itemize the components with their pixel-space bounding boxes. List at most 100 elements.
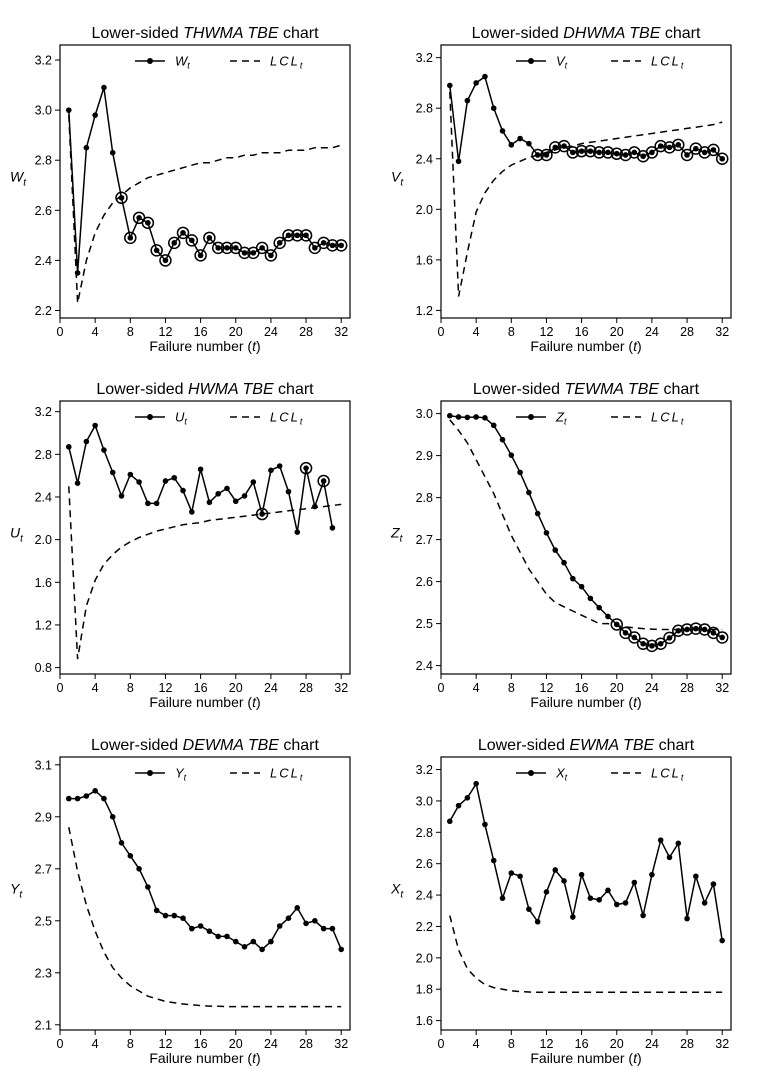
x-tick-label: 4 <box>473 1037 480 1051</box>
data-point <box>197 466 204 473</box>
data-point <box>666 144 673 151</box>
series-line <box>449 781 723 941</box>
data-point <box>657 640 664 647</box>
data-point <box>649 871 655 878</box>
x-axis-label-text: Failure number ( <box>149 338 252 354</box>
data-point <box>455 802 462 809</box>
legend-label-sub: t <box>187 61 190 71</box>
data-point <box>224 485 230 492</box>
data-point <box>232 498 239 505</box>
legend-label-lcl: LCLt <box>270 410 303 427</box>
data-point <box>482 73 488 80</box>
data-point <box>74 480 81 486</box>
legend-label-main: Z <box>555 410 565 425</box>
signal-marker <box>291 229 304 242</box>
signal-marker <box>592 146 606 159</box>
data-point <box>92 112 98 118</box>
x-tick-label: 8 <box>508 1037 515 1051</box>
signal-marker <box>185 234 199 247</box>
x-tick-label: 0 <box>57 1037 64 1051</box>
data-point <box>543 152 550 158</box>
data-point <box>215 245 221 251</box>
data-point <box>285 232 292 239</box>
y-tick-label: 3.1 <box>35 758 52 772</box>
x-tick-label: 32 <box>334 1037 348 1051</box>
y-tick-label: 2.8 <box>416 491 433 505</box>
chart-title: Lower-sided DHWMA TBE chart <box>472 25 701 42</box>
data-point <box>587 595 594 602</box>
data-point <box>276 923 283 929</box>
x-tick-label: 16 <box>575 325 589 339</box>
signal-marker <box>715 152 729 165</box>
data-point <box>303 920 309 927</box>
x-tick-label: 28 <box>680 681 694 695</box>
y-axis-label: Wt <box>10 169 27 189</box>
data-point <box>250 479 257 485</box>
signal-marker <box>715 631 729 644</box>
data-point <box>180 915 186 921</box>
y-tick-label: 2.7 <box>416 533 433 547</box>
data-point <box>446 818 453 825</box>
data-point <box>127 853 134 859</box>
y-axis-label-sub: t <box>400 178 404 189</box>
x-axis-label-text: ) <box>637 694 642 710</box>
x-axis-label: Failure number (t) <box>530 694 641 710</box>
data-point <box>329 242 336 249</box>
data-point <box>684 626 690 633</box>
x-tick-label: 20 <box>229 325 243 339</box>
x-tick-label: 28 <box>680 325 694 339</box>
data-point <box>490 105 497 111</box>
x-axis-label-text: ) <box>256 694 261 710</box>
data-point <box>508 142 515 148</box>
data-point <box>693 145 699 152</box>
chart-title: Lower-sided EWMA TBE chart <box>478 737 695 754</box>
data-point <box>455 158 462 165</box>
data-point <box>241 944 248 950</box>
data-point <box>145 220 151 226</box>
data-point <box>561 559 567 566</box>
x-tick-label: 4 <box>473 325 480 339</box>
data-point <box>570 149 576 156</box>
title-chart-name: DEWMA TBE <box>183 737 280 754</box>
data-point <box>552 867 559 873</box>
legend-dot-series <box>528 770 534 776</box>
x-axis-label: Failure number (t) <box>530 1050 641 1066</box>
series-line <box>68 423 334 533</box>
signal-marker <box>282 229 295 242</box>
plot-frame <box>440 400 732 675</box>
data-point <box>649 643 655 649</box>
signal-marker <box>124 231 137 245</box>
signal-marker <box>540 148 553 162</box>
legend-label-lcl: LCLt <box>270 766 303 783</box>
plot-frame <box>59 44 351 319</box>
data-point <box>543 889 550 895</box>
legend-label-main: X <box>555 766 566 781</box>
x-axis-label-text: ) <box>256 1050 261 1066</box>
title-chart-name: DHWMA TBE <box>563 25 661 42</box>
x-tick-label: 20 <box>610 681 624 695</box>
legend-dot-series <box>528 414 534 420</box>
lcl-line <box>68 115 342 304</box>
x-tick-label: 28 <box>299 1037 313 1051</box>
legend-dot-series <box>147 58 153 64</box>
data-point <box>666 635 673 641</box>
signal-marker <box>610 147 624 160</box>
x-tick-label: 8 <box>508 325 515 339</box>
y-tick-label: 2.9 <box>416 449 433 463</box>
y-tick-label: 2.5 <box>416 617 433 631</box>
x-tick-label: 16 <box>194 325 208 339</box>
y-tick-label: 2.8 <box>35 154 52 168</box>
data-point <box>259 946 265 953</box>
y-tick-label: 3.2 <box>416 51 433 65</box>
data-point <box>162 478 169 484</box>
lcl-line <box>449 915 723 994</box>
data-point <box>312 918 318 924</box>
x-axis-label: Failure number (t) <box>149 338 260 354</box>
y-axis-label-sub: t <box>20 534 24 545</box>
legend-label-lcl: LCLt <box>651 54 684 71</box>
y-tick-label: 2.4 <box>416 152 433 166</box>
data-point <box>320 240 327 246</box>
signal-marker <box>159 254 172 267</box>
data-point <box>596 149 602 156</box>
